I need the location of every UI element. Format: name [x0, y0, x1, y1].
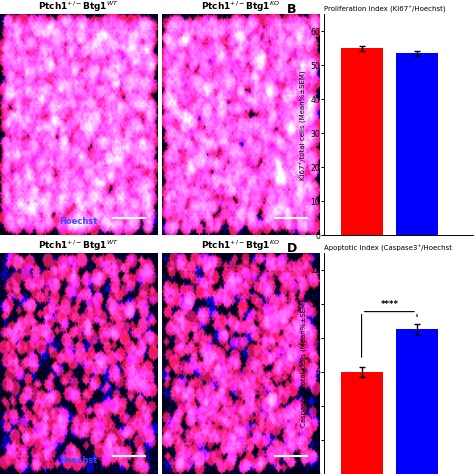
Y-axis label: Ki67⁺/total cells (Mean%±SEM): Ki67⁺/total cells (Mean%±SEM): [300, 70, 308, 180]
Text: Hoechst: Hoechst: [60, 456, 98, 465]
Text: ****: ****: [380, 300, 398, 309]
Bar: [396, 54, 438, 235]
Title: Ptch1$^{+/-}$Btg1$^{WT}$: Ptch1$^{+/-}$Btg1$^{WT}$: [38, 238, 119, 253]
Text: D: D: [287, 242, 297, 255]
Text: Proliferation Index (Ki67⁺/Hoechst): Proliferation Index (Ki67⁺/Hoechst): [324, 6, 446, 13]
Bar: [341, 48, 383, 235]
Text: B: B: [287, 3, 296, 16]
Bar: [396, 329, 438, 474]
Y-axis label: Caspase3⁺/total cells (Mean%±SEM): Caspase3⁺/total cells (Mean%±SEM): [301, 300, 308, 428]
Text: Hoechst: Hoechst: [60, 218, 98, 227]
Bar: [341, 372, 383, 474]
Title: Ptch1$^{+/-}$Btg1$^{KO}$: Ptch1$^{+/-}$Btg1$^{KO}$: [201, 238, 280, 253]
Title: Ptch1$^{+/-}$Btg1$^{WT}$: Ptch1$^{+/-}$Btg1$^{WT}$: [38, 0, 119, 14]
Title: Ptch1$^{+/-}$Btg1$^{KO}$: Ptch1$^{+/-}$Btg1$^{KO}$: [201, 0, 280, 14]
Text: Apoptotic Index (Caspase3⁺/Hoechst: Apoptotic Index (Caspase3⁺/Hoechst: [324, 245, 452, 252]
